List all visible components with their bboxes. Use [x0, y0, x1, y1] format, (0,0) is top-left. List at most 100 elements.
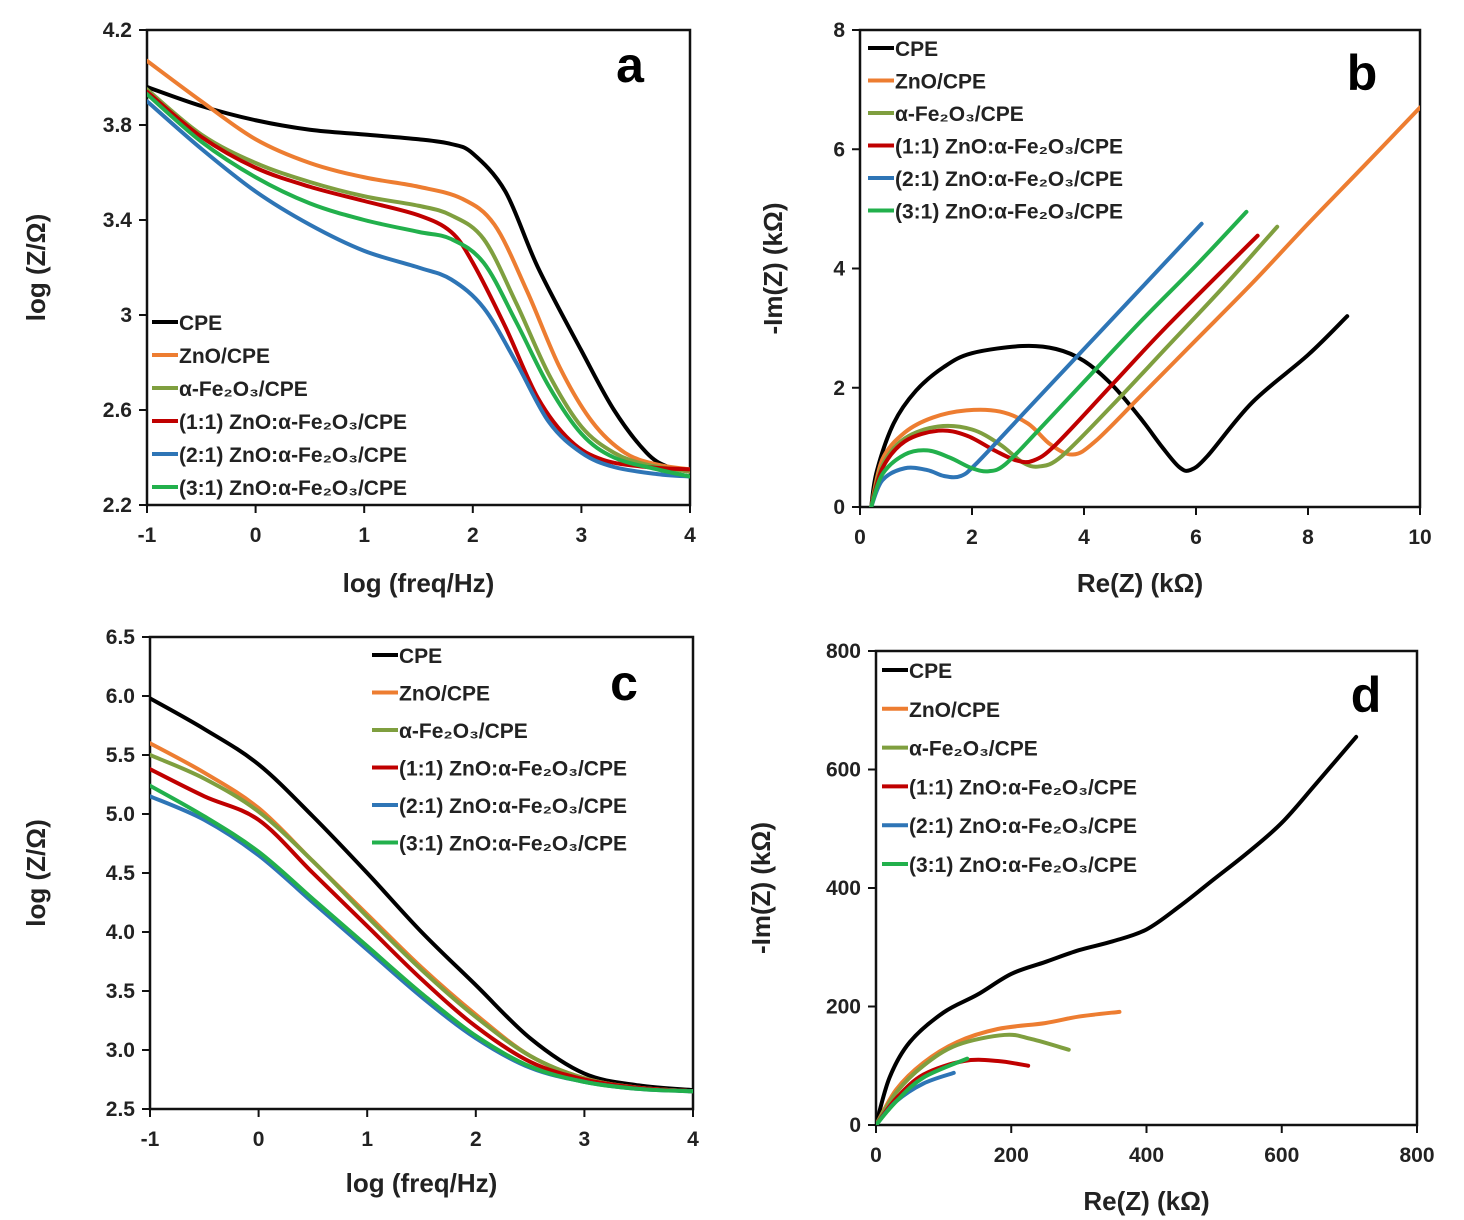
legend-label: (1:1) ZnO:α-Fe₂O₃/CPE [399, 758, 627, 781]
y-tick-label: 6 [833, 138, 845, 161]
legend-label: (1:1) ZnO:α-Fe₂O₃/CPE [895, 136, 1123, 159]
y-tick-label: 0 [849, 1114, 861, 1137]
legend: CPE ZnO/CPE α-Fe₂O₃/CPE (1:1) ZnO:α-Fe₂O₃/C… [868, 38, 1123, 224]
x-tick-label: 0 [250, 524, 262, 547]
y-axis-label: log (Z/Ω) [21, 819, 51, 926]
panel-letter: a [616, 37, 645, 93]
y-tick-label: 800 [826, 640, 861, 663]
legend-label: ZnO/CPE [909, 699, 1000, 722]
x-axis-label: Re(Z) (kΩ) [1083, 1186, 1209, 1216]
y-tick-label: 3.8 [103, 114, 133, 137]
y-tick-label: 600 [826, 759, 861, 782]
y-axis-label: -Im(Z) (kΩ) [746, 822, 776, 954]
y-axis-label: log (Z/Ω) [21, 214, 51, 321]
legend-label: (3:1) ZnO:α-Fe₂O₃/CPE [399, 833, 627, 856]
legend-label: CPE [909, 660, 952, 683]
x-tick-label: 2 [467, 524, 479, 547]
y-tick-label: 8 [833, 19, 845, 42]
x-tick-label: 0 [854, 526, 866, 549]
series-line [876, 1009, 1122, 1125]
x-tick-label: 200 [994, 1144, 1029, 1167]
x-tick-label: 6 [1190, 526, 1202, 549]
x-tick-label: 600 [1264, 1144, 1299, 1167]
series-line [869, 221, 1204, 507]
legend-label: (1:1) ZnO:α-Fe₂O₃/CPE [179, 411, 407, 434]
series-line [147, 87, 690, 474]
x-tick-label: 4 [687, 1128, 699, 1151]
legend-label: (2:1) ZnO:α-Fe₂O₃/CPE [179, 444, 407, 467]
panel-a: -1 0 1 2 3 4 2.2 2.6 3 3.4 3.8 4.2 log (freq/Hz) log … [21, 19, 696, 598]
series-line [147, 58, 690, 472]
x-tick-label: 3 [576, 524, 588, 547]
y-tick-label: 5.5 [106, 744, 136, 767]
legend-label: (3:1) ZnO:α-Fe₂O₃/CPE [909, 854, 1137, 877]
y-tick-label: 2.6 [103, 399, 132, 422]
series-line [147, 99, 690, 479]
x-tick-label: 3 [579, 1128, 591, 1151]
y-tick-label: 3.0 [106, 1039, 135, 1062]
x-tick-label: 10 [1408, 526, 1431, 549]
x-tick-label: 8 [1302, 526, 1314, 549]
legend-label: (2:1) ZnO:α-Fe₂O₃/CPE [909, 815, 1137, 838]
y-tick-label: 4.0 [106, 921, 135, 944]
panel-letter: b [1347, 45, 1378, 101]
y-tick-label: 400 [826, 877, 861, 900]
legend-label: (1:1) ZnO:α-Fe₂O₃/CPE [909, 776, 1137, 799]
legend: CPE ZnO/CPE α-Fe₂O₃/CPE (1:1) ZnO:α-Fe₂O₃/C… [882, 660, 1137, 877]
y-tick-label: 2 [833, 377, 845, 400]
series-line [150, 783, 693, 1094]
panel-c: -1 0 1 2 3 4 2.5 3.0 3.5 4.0 4.5 5.0 5.5 6.0 6.5 log (f… [21, 626, 699, 1198]
legend-label: ZnO/CPE [179, 345, 270, 368]
plot-frame [145, 28, 692, 507]
legend-label: CPE [895, 38, 938, 61]
y-tick-label: 200 [826, 996, 861, 1019]
panel-letter: c [610, 655, 638, 711]
y-tick-label: 4 [833, 258, 845, 281]
y-tick-label: 2.2 [103, 494, 132, 517]
series-line [150, 696, 693, 1093]
legend-label: CPE [399, 645, 442, 668]
y-tick-label: 6.0 [106, 685, 135, 708]
x-tick-label: 0 [870, 1144, 882, 1167]
y-tick-label: 3 [120, 304, 132, 327]
legend-label: α-Fe₂O₃/CPE [399, 720, 528, 743]
series-line [869, 209, 1249, 507]
panel-b: 0 2 4 6 8 10 0 2 4 6 8 Re(Z) (kΩ) -Im(Z) (kΩ) CPE ZnO/… [758, 19, 1432, 598]
legend: CPE ZnO/CPE α-Fe₂O₃/CPE (1:1) ZnO:α-Fe₂O₃/C… [152, 312, 407, 500]
x-tick-label: 1 [361, 1128, 373, 1151]
y-tick-label: 3.4 [103, 209, 133, 232]
legend-label: α-Fe₂O₃/CPE [179, 378, 308, 401]
legend-label: α-Fe₂O₃/CPE [895, 103, 1024, 126]
legend-label: ZnO/CPE [895, 71, 986, 94]
series-line [147, 92, 690, 479]
y-tick-label: 5.0 [106, 803, 135, 826]
plot-frame [874, 649, 1419, 1127]
y-tick-label: 4.5 [106, 862, 136, 885]
x-tick-label: 4 [1078, 526, 1090, 549]
series-line [869, 105, 1420, 507]
series-line [869, 314, 1350, 507]
x-tick-label: 2 [966, 526, 978, 549]
legend-label: α-Fe₂O₃/CPE [909, 738, 1038, 761]
y-tick-label: 4.2 [103, 19, 132, 42]
panel-letter: d [1351, 667, 1382, 723]
panel-d: 0 200 400 600 800 0 200 400 600 800 Re(Z) (kΩ) -Im(… [746, 640, 1435, 1216]
legend-label: (2:1) ZnO:α-Fe₂O₃/CPE [399, 795, 627, 818]
legend-label: (3:1) ZnO:α-Fe₂O₃/CPE [895, 201, 1123, 224]
series-line [876, 734, 1359, 1125]
series-line [869, 233, 1260, 507]
y-tick-label: 2.5 [106, 1098, 136, 1121]
series-line [869, 224, 1280, 507]
x-axis-label: Re(Z) (kΩ) [1077, 568, 1203, 598]
y-tick-label: 0 [833, 496, 845, 519]
series-line [147, 85, 690, 474]
series-line [876, 1056, 970, 1125]
legend-label: (3:1) ZnO:α-Fe₂O₃/CPE [179, 477, 407, 500]
x-tick-label: 800 [1399, 1144, 1434, 1167]
x-tick-label: 0 [253, 1128, 265, 1151]
x-tick-label: 400 [1129, 1144, 1164, 1167]
x-axis-label: log (freq/Hz) [346, 1168, 498, 1198]
legend-label: ZnO/CPE [399, 683, 490, 706]
legend-label: CPE [179, 312, 222, 335]
